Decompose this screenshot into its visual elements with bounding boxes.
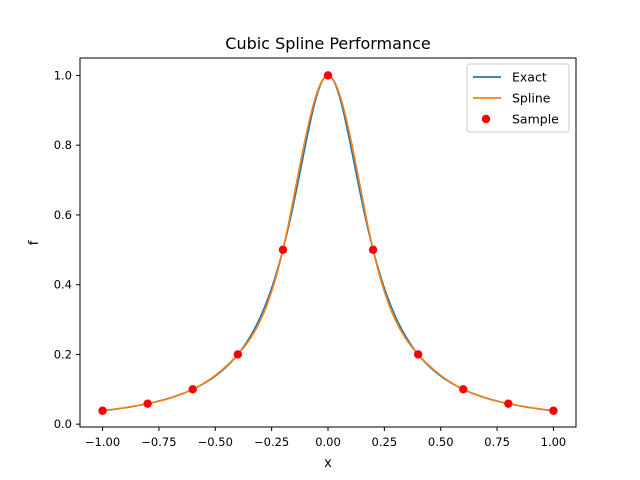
sample-point-0 — [98, 406, 107, 415]
sample-point-10 — [549, 406, 558, 415]
y-tick-label: 0.0 — [54, 417, 72, 431]
x-tick-label: −0.75 — [141, 435, 176, 449]
y-tick-label: 0.8 — [54, 138, 72, 152]
x-axis-label: x — [324, 456, 332, 471]
sample-point-9 — [504, 399, 513, 408]
y-axis-label: f — [27, 240, 42, 245]
y-tick-label: 0.4 — [54, 278, 72, 292]
chart-title: Cubic Spline Performance — [225, 34, 430, 53]
legend-label-sample: Sample — [512, 112, 559, 127]
sample-point-7 — [413, 350, 423, 359]
x-tick-label: 0.00 — [315, 435, 341, 449]
x-tick-label: −0.25 — [254, 435, 289, 449]
y-tick-label: 1.0 — [54, 68, 72, 82]
sample-point-8 — [459, 385, 468, 394]
x-tick-label: 0.75 — [484, 435, 510, 449]
sample-point-2 — [188, 385, 197, 394]
legend-marker-sample — [481, 114, 491, 124]
sample-point-3 — [233, 350, 243, 359]
legend-label-exact: Exact — [512, 70, 547, 85]
legend-box — [466, 63, 570, 133]
x-tick-label: 0.25 — [372, 435, 398, 449]
x-tick-label: 1.00 — [541, 435, 567, 449]
legend-label-spline: Spline — [512, 91, 551, 106]
x-tick-label: −0.50 — [198, 435, 233, 449]
x-tick-label: −1.00 — [85, 435, 120, 449]
sample-point-1 — [143, 399, 152, 408]
sample-point-6 — [368, 245, 378, 255]
y-tick-label: 0.2 — [54, 347, 72, 361]
plot-area — [98, 71, 558, 415]
sample-point-5 — [323, 71, 333, 80]
x-tick-label: 0.50 — [428, 435, 454, 449]
sample-point-4 — [278, 245, 288, 255]
y-tick-label: 0.6 — [54, 208, 72, 222]
legend: Exact Spline Sample — [466, 63, 570, 133]
axes: −1.00 −0.75 −0.50 −0.25 0.00 0.25 0.50 0.75 1.00… — [54, 57, 577, 449]
